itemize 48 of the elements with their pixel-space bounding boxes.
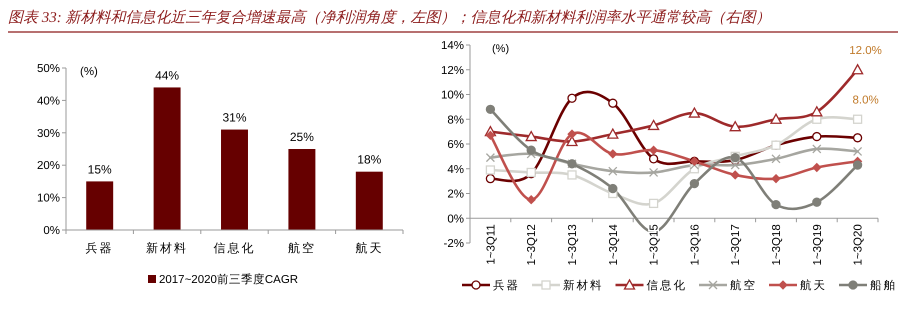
y-tick-label: 4%: [447, 164, 464, 176]
x-tick-label: 1~3Q13: [567, 224, 579, 266]
data-label: 18%: [357, 152, 382, 167]
legend-label: 航空: [730, 278, 757, 292]
data-label: 44%: [155, 68, 180, 82]
data-label: 8.0%: [852, 94, 879, 106]
legend-label: 2017~2020前三季度CAGR: [159, 272, 298, 286]
x-tick-label: 航天: [355, 241, 384, 255]
y-tick-label: 20%: [36, 160, 60, 172]
x-tick-label: 1~3Q12: [526, 224, 538, 266]
data-label: 31%: [222, 110, 247, 125]
y-tick-label: 10%: [36, 192, 60, 205]
y-tick-label: 14%: [440, 40, 464, 52]
y-tick-label: 0%: [447, 213, 464, 226]
data-label: 12.0%: [849, 44, 882, 57]
y-tick-label: 40%: [36, 95, 60, 108]
x-tick-label: 1~3Q20: [852, 224, 865, 266]
y-tick-label: 50%: [36, 63, 60, 75]
y-tick-label: 10%: [440, 90, 464, 102]
chart-title: 图表 33: 新材料和信息化近三年复合增速最高（净利润角度，左图）；信息化和新材料利润率水平通常较高（右图）: [8, 9, 770, 26]
x-tick-label: 1~3Q11: [485, 224, 498, 265]
x-tick-label: 1~3Q17: [730, 224, 742, 266]
x-tick-label: 信息化: [214, 241, 256, 255]
legend-label: 新材料: [563, 278, 604, 292]
y-tick-label: 2%: [447, 188, 464, 200]
x-tick-label: 1~3Q16: [689, 224, 702, 266]
y-tick-label: 30%: [36, 128, 60, 140]
y-tick-label: 12%: [440, 64, 464, 77]
x-tick-label: 1~3Q14: [608, 224, 620, 266]
legend: 2017~2020前三季度CAGR: [148, 274, 298, 286]
y-tick-label: 0%: [43, 225, 60, 237]
legend-label: 船舶: [870, 279, 897, 292]
y-tick-label: 6%: [447, 139, 464, 151]
annotation: (%): [80, 66, 98, 78]
x-tick-label: 1~3Q15: [648, 224, 661, 266]
x-tick-label: 新材料: [146, 241, 188, 255]
y-tick-label: 8%: [447, 114, 464, 126]
legend-label: 航天: [800, 278, 827, 292]
x-tick-label: 1~3Q18: [771, 224, 783, 266]
legend-label: 兵器: [493, 279, 520, 292]
data-label: 25%: [290, 130, 314, 144]
x-tick-label: 1~3Q19: [812, 224, 824, 266]
annotation: (%): [492, 43, 510, 55]
data-label: 15%: [88, 162, 112, 176]
x-tick-label: 兵器: [86, 241, 114, 255]
y-tick-label: -2%: [444, 238, 464, 250]
x-tick-label: 航空: [288, 241, 316, 255]
legend-label: 信息化: [646, 279, 687, 292]
